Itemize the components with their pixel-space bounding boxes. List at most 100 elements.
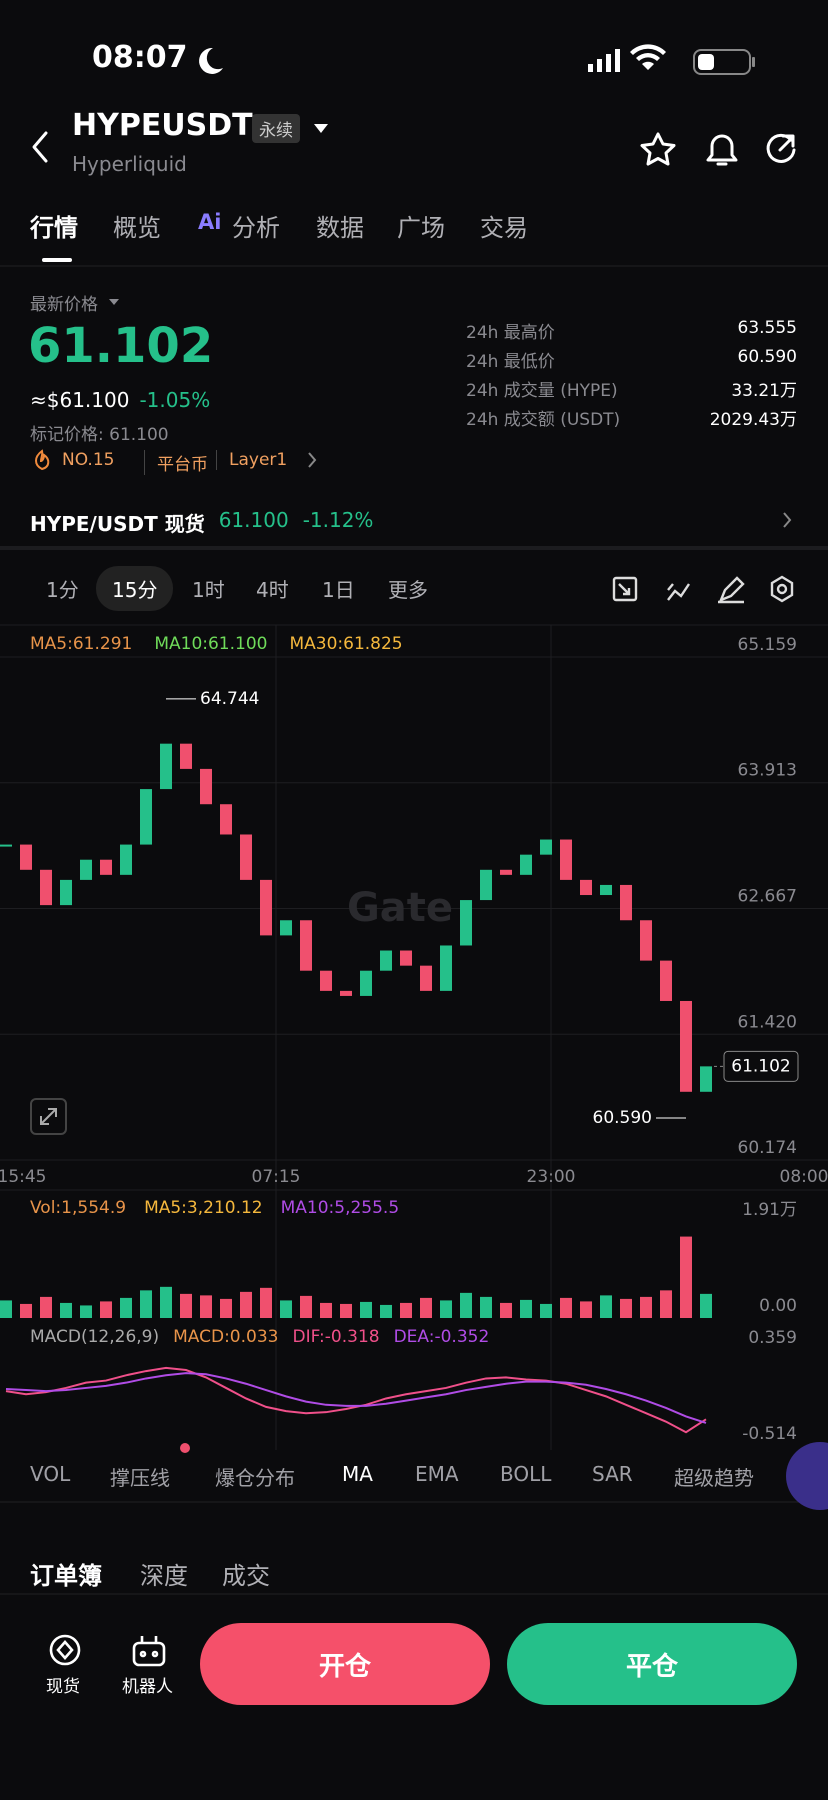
watermark: Gate — [347, 885, 453, 931]
y-tick-label: 65.159 — [738, 635, 797, 655]
chevron — [308, 452, 792, 528]
candle — [540, 839, 552, 855]
interval[interactable]: 1分 — [46, 578, 79, 602]
bottom-icons[interactable] — [49, 1634, 166, 1667]
volume-bar — [380, 1304, 392, 1318]
volume-bar — [680, 1236, 692, 1318]
chart-tools[interactable] — [612, 575, 794, 604]
candle — [80, 859, 92, 880]
y-tick-label: 0.00 — [759, 1296, 797, 1316]
vol-ma10: MA10:5,255.5 — [280, 1198, 400, 1218]
contract-tag: 永续 — [252, 114, 300, 143]
interval[interactable]: 1时 — [192, 578, 225, 602]
indicator[interactable]: 撑压线 — [110, 1466, 170, 1490]
dropdown — [314, 124, 328, 133]
candle — [660, 960, 672, 1001]
candle — [180, 743, 192, 769]
ma-legend: MA5:61.291 MA10:61.100 MA30:61.825 — [30, 634, 403, 654]
volume-bar — [420, 1297, 432, 1318]
open-button[interactable]: 开仓 — [200, 1623, 490, 1705]
candle — [0, 844, 12, 847]
volume-bar — [600, 1295, 612, 1318]
indicator[interactable]: 超级趋势 — [674, 1466, 754, 1490]
spot-price: 61.100 — [218, 508, 289, 532]
indicator[interactable]: EMA — [415, 1462, 459, 1486]
ai-float[interactable] — [786, 1442, 828, 1510]
notice-dot — [180, 1443, 190, 1453]
candle — [240, 834, 252, 880]
change: -1.05% — [139, 388, 211, 412]
ma30: MA30:61.825 — [289, 634, 403, 654]
interval[interactable]: 4时 — [256, 578, 289, 602]
candle — [420, 965, 432, 991]
volume-bar — [140, 1290, 152, 1318]
x-tick-label: 07:15 — [252, 1167, 301, 1187]
candle — [360, 970, 372, 996]
candle — [480, 869, 492, 901]
candle — [700, 1066, 712, 1092]
y-tick-label: -0.514 — [742, 1424, 797, 1444]
x-tick-label: 23:00 — [527, 1167, 576, 1187]
candle — [580, 879, 592, 896]
tab[interactable]: 交易 — [480, 214, 528, 242]
interval[interactable]: 更多 — [388, 578, 428, 602]
tag[interactable]: NO.15 — [62, 450, 115, 470]
volume-bar — [620, 1298, 632, 1318]
indicator[interactable]: VOL — [30, 1462, 71, 1486]
expand-button[interactable] — [30, 1098, 67, 1135]
spot-button[interactable]: 现货 — [46, 1677, 80, 1697]
volume-bar — [580, 1301, 592, 1318]
candle — [520, 854, 532, 875]
stat-label: 24h 最高价 — [466, 323, 555, 343]
candle — [500, 869, 512, 875]
ob-tab[interactable]: 深度 — [140, 1562, 188, 1590]
ob-tab[interactable]: 成交 — [222, 1562, 270, 1590]
candle — [460, 900, 472, 946]
volume-bar — [280, 1300, 292, 1318]
status-time: 08:07 — [92, 40, 188, 75]
indicator[interactable]: MA — [342, 1462, 373, 1486]
y-tick-label: 61.420 — [738, 1012, 797, 1032]
tab[interactable]: 数据 — [316, 214, 364, 242]
candle — [380, 950, 392, 971]
volume-bar — [480, 1296, 492, 1318]
volume-bar — [500, 1302, 512, 1318]
mark-price: 标记价格: 61.100 — [30, 425, 169, 445]
spot-change: -1.12% — [302, 508, 374, 532]
tab[interactable]: 行情 — [30, 214, 78, 242]
candle — [620, 884, 632, 921]
candle — [680, 1000, 692, 1092]
volume-bar — [80, 1305, 92, 1318]
spot-row[interactable]: HYPE/USDT 现货 61.100 -1.12% — [30, 508, 373, 537]
tag[interactable]: Layer1 — [216, 450, 287, 470]
volume-bar — [320, 1302, 332, 1318]
tab[interactable]: 分析 — [232, 214, 280, 242]
indicator[interactable]: BOLL — [500, 1462, 552, 1486]
volume-bar — [540, 1303, 552, 1318]
ma5: MA5:61.291 — [30, 634, 133, 654]
volume-bar — [660, 1290, 672, 1318]
candle — [220, 804, 232, 835]
vol-ma5: MA5:3,210.12 — [144, 1198, 263, 1218]
tab[interactable]: 概览 — [113, 214, 161, 242]
volume-bar — [60, 1302, 72, 1318]
volume-bar — [220, 1298, 232, 1318]
volume-bar — [700, 1293, 712, 1318]
indicator[interactable]: SAR — [592, 1462, 633, 1486]
dea-value: DEA:-0.352 — [393, 1327, 490, 1347]
interval[interactable]: 15分 — [96, 566, 174, 611]
tag[interactable]: 平台币 — [144, 450, 208, 475]
bot-button[interactable]: 机器人 — [122, 1677, 173, 1697]
stat-label: 24h 成交量 (HYPE) — [466, 381, 618, 401]
interval[interactable]: 1日 — [322, 578, 355, 602]
tab[interactable]: 广场 — [397, 214, 445, 242]
price-label: 最新价格 — [30, 295, 98, 315]
y-tick-label: 60.174 — [738, 1138, 797, 1158]
last-tag: 61.102 — [731, 1056, 790, 1076]
close-button[interactable]: 平仓 — [507, 1623, 797, 1705]
tab-underline — [42, 258, 72, 262]
ob-tab[interactable]: 订单簿 — [30, 1562, 102, 1590]
indicator[interactable]: 爆仓分布 — [215, 1466, 295, 1490]
stat-value: 60.590 — [737, 347, 797, 367]
candle — [640, 920, 652, 961]
